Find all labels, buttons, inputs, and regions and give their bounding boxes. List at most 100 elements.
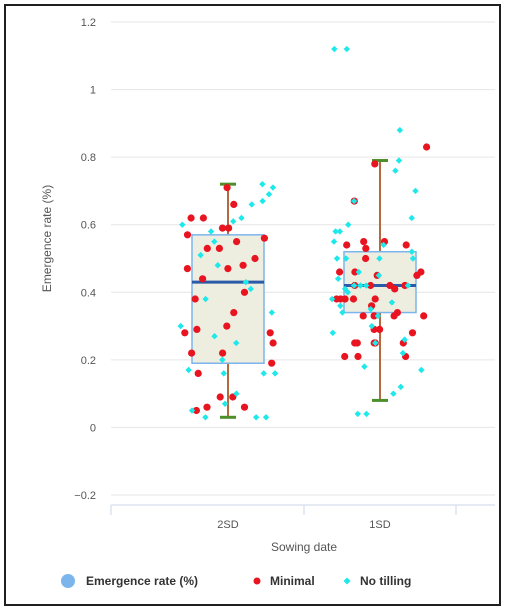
scatter-point-no-tilling	[375, 272, 383, 279]
y-tick-label: −0.2	[74, 490, 96, 502]
y-tick-labels: −0.2 0 0.2 0.4 0.6 0.8 1 1.2	[74, 17, 96, 502]
scatter-point-no-tilling	[396, 126, 404, 134]
scatter-point-minimal	[224, 265, 232, 273]
scatter-point-minimal	[193, 325, 201, 333]
scatter-point-no-tilling	[230, 218, 237, 225]
scatter-point-minimal	[341, 352, 349, 361]
scatter-point-no-tilling	[401, 336, 408, 343]
scatter-point-no-tilling	[367, 305, 374, 313]
scatter-point-minimal	[268, 359, 276, 367]
scatter-point-minimal	[239, 261, 247, 269]
chart-frame: −0.2 0 0.2 0.4 0.6 0.8 1 1.2 2SD 1SD Emergence r…	[4, 4, 501, 606]
scatter-point-no-tilling	[330, 238, 338, 245]
scatter-point-no-tilling	[339, 309, 346, 316]
scatter-point-no-tilling	[233, 390, 240, 397]
scatter-point-no-tilling	[259, 197, 266, 205]
scatter-point-no-tilling	[262, 414, 270, 421]
scatter-point-no-tilling	[252, 414, 260, 421]
scatter-point-no-tilling	[368, 322, 376, 330]
scatter-point-no-tilling	[269, 184, 277, 191]
scatter-point-minimal	[216, 393, 224, 401]
scatter-point-no-tilling	[329, 329, 337, 337]
scatter-point-no-tilling	[392, 167, 399, 174]
legend-marker-emergence	[61, 574, 75, 588]
scatter-point-no-tilling	[238, 214, 245, 222]
scatter-point-no-tilling	[354, 410, 361, 418]
scatter-point-no-tilling	[260, 370, 267, 377]
legend-item-label[interactable]: Minimal	[270, 574, 315, 588]
box-series	[191, 159, 417, 419]
scatter-point-no-tilling	[221, 400, 229, 407]
x-axis-title: Sowing date	[271, 540, 337, 554]
scatter-point-no-tilling	[372, 339, 379, 347]
scatter-point-minimal	[188, 349, 196, 357]
scatter-point-minimal	[233, 238, 241, 246]
legend-item-label[interactable]: Emergence rate (%)	[86, 574, 198, 588]
scatter-point-no-tilling	[408, 248, 415, 255]
scatter-point-minimal	[351, 268, 359, 276]
scatter-point-minimal	[266, 329, 274, 337]
scatter-point-minimal	[269, 339, 277, 347]
x-axis: 2SD 1SD	[110, 504, 495, 531]
scatter-point-minimal	[423, 143, 431, 151]
legend-item-label[interactable]: No tilling	[360, 574, 411, 588]
scatter-point-no-tilling	[343, 45, 351, 53]
scatter-point-minimal	[360, 238, 368, 246]
scatter-point-minimal	[225, 224, 233, 232]
scatter-point-no-tilling	[344, 289, 351, 296]
scatter-point-no-tilling	[268, 309, 276, 316]
scatter-point-no-tilling	[399, 349, 407, 357]
scatter-point-minimal	[362, 244, 370, 252]
scatter-point-no-tilling	[265, 191, 273, 198]
scatter-point-minimal	[199, 275, 207, 283]
grid-lines	[111, 21, 495, 496]
scatter-point-no-tilling	[361, 363, 368, 370]
scatter-point-no-tilling	[380, 241, 387, 249]
scatter-point-minimal	[359, 312, 367, 320]
scatter-point-minimal	[181, 329, 189, 337]
x-tick-label: 2SD	[217, 519, 238, 531]
scatter-point-minimal	[191, 295, 199, 303]
scatter-point-minimal	[390, 312, 398, 320]
scatter-point-no-tilling	[390, 390, 397, 397]
scatter-point-no-tilling	[247, 285, 254, 293]
legend-marker-no-tilling	[343, 577, 351, 585]
scatter-point-no-tilling	[177, 322, 184, 330]
scatter-point-minimal	[408, 329, 417, 337]
y-axis-title: Emergence rate (%)	[40, 185, 54, 292]
scatter-point-no-tilling	[357, 282, 364, 289]
scatter-point-minimal	[402, 241, 410, 249]
y-tick-label: 1.2	[81, 17, 96, 29]
scatter-point-minimal	[362, 254, 370, 263]
scatter-point-no-tilling	[233, 339, 240, 347]
scatter-point-minimal	[192, 406, 200, 415]
scatter-point-minimal	[203, 244, 211, 252]
scatter-point-minimal	[240, 403, 249, 411]
scatter-point-no-tilling	[337, 302, 344, 309]
y-tick-label: 0.4	[81, 287, 96, 299]
scatter-point-no-tilling	[350, 197, 358, 205]
scatter-point-minimal	[343, 241, 351, 249]
scatter-point-minimal	[260, 234, 268, 242]
scatter-point-minimal	[333, 295, 341, 303]
scatter-point-minimal	[183, 265, 191, 273]
y-tick-label: 1	[90, 85, 96, 97]
scatter-point-minimal	[230, 200, 238, 208]
scatter-point-no-tilling	[197, 251, 204, 259]
scatter-point-minimal	[351, 339, 359, 347]
scatter-point-no-tilling	[211, 238, 218, 245]
scatter-point-minimal	[349, 295, 358, 303]
scatter-point-minimal	[223, 322, 231, 330]
scatter-point-minimal	[230, 309, 238, 317]
scatter-point-minimal	[218, 224, 227, 232]
scatter-point-minimal	[354, 352, 362, 361]
scatter-point-minimal	[183, 231, 192, 239]
scatter-point-no-tilling	[397, 383, 405, 391]
scatter-point-minimal	[370, 312, 378, 320]
scatter-point-no-tilling	[363, 410, 370, 418]
scatter-point-minimal	[413, 271, 421, 279]
scatter-point-no-tilling	[202, 295, 209, 303]
scatter-point-no-tilling	[404, 282, 412, 289]
scatter-point-no-tilling	[395, 157, 403, 164]
scatter-point-minimal	[194, 369, 202, 377]
